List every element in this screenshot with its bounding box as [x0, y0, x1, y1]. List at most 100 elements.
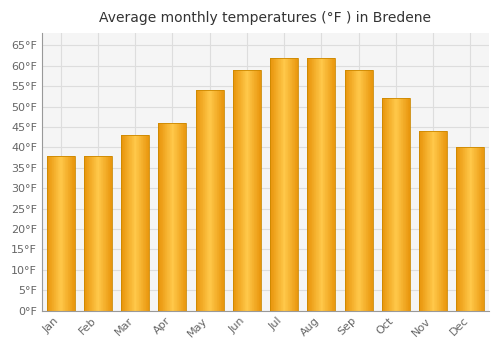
Bar	[368, 70, 369, 310]
Bar	[389, 98, 390, 310]
Bar	[274, 58, 275, 310]
Bar	[198, 90, 199, 310]
Title: Average monthly temperatures (°F ) in Bredene: Average monthly temperatures (°F ) in Br…	[100, 11, 431, 25]
Bar	[92, 156, 93, 310]
Bar	[199, 90, 200, 310]
Bar	[140, 135, 141, 310]
Bar	[201, 90, 202, 310]
Bar	[426, 131, 428, 310]
Bar	[146, 135, 147, 310]
Bar	[46, 156, 48, 310]
Bar	[138, 135, 140, 310]
Bar	[333, 58, 334, 310]
Bar	[270, 58, 271, 310]
Bar	[470, 147, 471, 310]
Bar	[213, 90, 214, 310]
Bar	[474, 147, 475, 310]
Bar	[292, 58, 293, 310]
Bar	[100, 156, 102, 310]
Bar	[284, 58, 285, 310]
Bar	[382, 98, 383, 310]
Bar	[235, 70, 236, 310]
Bar	[72, 156, 73, 310]
Bar	[216, 90, 217, 310]
Bar	[134, 135, 135, 310]
Bar	[366, 70, 367, 310]
Bar	[397, 98, 398, 310]
Bar	[270, 58, 298, 310]
Bar	[317, 58, 318, 310]
Bar	[206, 90, 207, 310]
Bar	[285, 58, 286, 310]
Bar	[473, 147, 474, 310]
Bar	[60, 156, 62, 310]
Bar	[311, 58, 312, 310]
Bar	[278, 58, 279, 310]
Bar	[276, 58, 277, 310]
Bar	[312, 58, 313, 310]
Bar	[210, 90, 211, 310]
Bar	[310, 58, 311, 310]
Bar	[409, 98, 410, 310]
Bar	[55, 156, 56, 310]
Bar	[247, 70, 248, 310]
Bar	[348, 70, 349, 310]
Bar	[99, 156, 100, 310]
Bar	[332, 58, 333, 310]
Bar	[163, 123, 164, 310]
Bar	[407, 98, 408, 310]
Bar	[197, 90, 198, 310]
Bar	[442, 131, 443, 310]
Bar	[318, 58, 319, 310]
Bar	[95, 156, 96, 310]
Bar	[220, 90, 222, 310]
Bar	[275, 58, 276, 310]
Bar	[202, 90, 203, 310]
Bar	[159, 123, 160, 310]
Bar	[239, 70, 240, 310]
Bar	[71, 156, 72, 310]
Bar	[357, 70, 358, 310]
Bar	[295, 58, 296, 310]
Bar	[358, 70, 359, 310]
Bar	[386, 98, 388, 310]
Bar	[382, 98, 409, 310]
Bar	[169, 123, 170, 310]
Bar	[260, 70, 261, 310]
Bar	[48, 156, 50, 310]
Bar	[126, 135, 128, 310]
Bar	[459, 147, 460, 310]
Bar	[54, 156, 55, 310]
Bar	[350, 70, 351, 310]
Bar	[58, 156, 59, 310]
Bar	[431, 131, 432, 310]
Bar	[272, 58, 273, 310]
Bar	[308, 58, 310, 310]
Bar	[69, 156, 70, 310]
Bar	[96, 156, 97, 310]
Bar	[148, 135, 149, 310]
Bar	[352, 70, 353, 310]
Bar	[287, 58, 288, 310]
Bar	[469, 147, 470, 310]
Bar	[395, 98, 396, 310]
Bar	[327, 58, 328, 310]
Bar	[354, 70, 355, 310]
Bar	[233, 70, 234, 310]
Bar	[97, 156, 98, 310]
Bar	[443, 131, 444, 310]
Bar	[102, 156, 104, 310]
Bar	[403, 98, 404, 310]
Bar	[217, 90, 218, 310]
Bar	[241, 70, 242, 310]
Bar	[293, 58, 294, 310]
Bar	[325, 58, 326, 310]
Bar	[286, 58, 287, 310]
Bar	[236, 70, 237, 310]
Bar	[456, 147, 457, 310]
Bar	[51, 156, 52, 310]
Bar	[288, 58, 289, 310]
Bar	[131, 135, 132, 310]
Bar	[478, 147, 480, 310]
Bar	[107, 156, 108, 310]
